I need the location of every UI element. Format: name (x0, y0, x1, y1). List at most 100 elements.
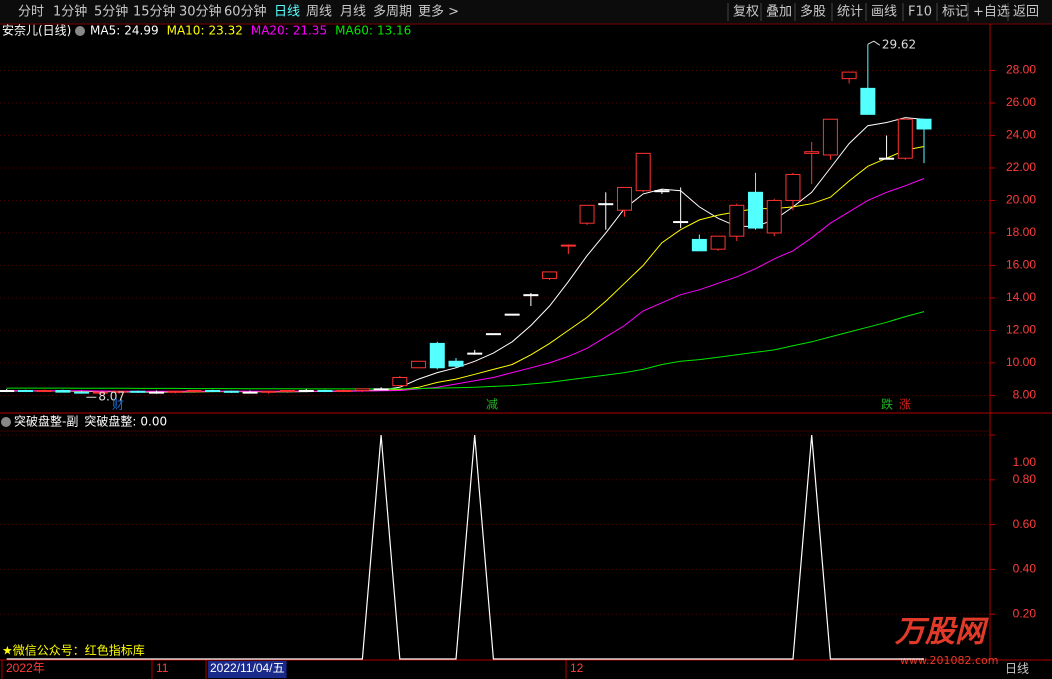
legend-name: MA5: (90, 24, 120, 38)
y-tick-label: 14.00 (1006, 290, 1036, 304)
candle-body (205, 390, 221, 393)
y-tick-label: 0.80 (1013, 472, 1037, 486)
candle-body (336, 390, 352, 393)
candle-body (822, 118, 838, 156)
candle-body (55, 390, 71, 393)
ma-line (6, 178, 925, 392)
period-tab[interactable]: 分时 (18, 5, 44, 20)
period-tab[interactable]: 周线 (306, 5, 332, 20)
candle-body (841, 71, 857, 80)
candle-body (804, 151, 820, 154)
period-tab[interactable]: 1分钟 (53, 4, 87, 20)
candle-body (223, 390, 239, 393)
y-tick-label: 28.00 (1006, 63, 1036, 77)
toolbar-button[interactable]: 画线 (871, 5, 897, 20)
legend-name: MA60: (335, 24, 373, 38)
candle-body (729, 204, 745, 237)
y-tick-label: 8.00 (1013, 388, 1037, 402)
toolbar-button[interactable]: 标记 (942, 5, 968, 20)
period-tab[interactable]: 30分钟 (179, 4, 222, 20)
x-axis-label: 12 (570, 661, 584, 675)
toolbar (0, 0, 1052, 24)
candle-body (635, 152, 651, 192)
y-tick-label: 22.00 (1006, 160, 1036, 174)
y-tick-label: 1.00 (1013, 455, 1037, 469)
candle-body (0, 390, 15, 393)
period-tab[interactable]: 多周期 (373, 4, 412, 20)
indicator-line (6, 434, 924, 660)
period-tab[interactable]: 月线 (340, 5, 366, 20)
candle-body (92, 391, 108, 394)
period-tab[interactable]: 日线 (274, 5, 300, 20)
y-tick-label: 0.60 (1013, 517, 1037, 531)
candle-body (654, 190, 670, 193)
legend-value: 23.32 (208, 24, 242, 38)
x-axis-label: 2022/11/04/五 (210, 661, 285, 675)
legend-value: 13.16 (377, 24, 411, 38)
footer-note: ★微信公众号：红色指标库 (2, 643, 145, 658)
y-tick-label: 20.00 (1006, 193, 1036, 207)
candle-body (298, 390, 314, 393)
toolbar-button[interactable]: 多股 (800, 4, 826, 20)
y-tick-label: 0.20 (1013, 606, 1037, 620)
candle-body (411, 360, 427, 369)
period-label: 日线 (1005, 662, 1029, 676)
max-label: 29.62 (882, 38, 916, 52)
y-tick-label: 18.00 (1006, 225, 1036, 239)
watermark-url: www.201082.com (900, 654, 998, 667)
toolbar-button[interactable]: F10 (908, 5, 932, 20)
period-tab[interactable]: 60分钟 (224, 4, 267, 20)
x-axis-label: 2022年 (6, 661, 45, 675)
ma-line (6, 311, 925, 390)
candle-body (130, 390, 146, 393)
period-tab[interactable]: 15分钟 (133, 4, 176, 20)
candle-body (579, 204, 595, 224)
settings-icon[interactable] (1, 417, 11, 427)
candle-body (523, 294, 539, 297)
candle-body (766, 199, 782, 234)
y-tick-label: 16.00 (1006, 258, 1036, 272)
candle-body (111, 390, 127, 393)
candle-body (448, 360, 464, 367)
candle-body (392, 377, 408, 387)
candle-body (673, 221, 689, 224)
candle-body (148, 391, 164, 394)
period-tab[interactable]: 5分钟 (94, 4, 128, 20)
candle-body (598, 203, 614, 206)
indicator-title: 突破盘整-副 (14, 414, 78, 429)
candle-body (261, 390, 277, 393)
candle-body (373, 388, 389, 391)
event-marker: 财 (112, 398, 124, 412)
x-axis-highlight (208, 661, 287, 678)
max-pointer (867, 40, 881, 46)
indicator-readout: 0.00 (140, 415, 167, 429)
candle-body (280, 390, 296, 393)
period-tab[interactable]: 更多 > (418, 4, 459, 20)
legend-name: MA10: (167, 24, 205, 38)
event-marker: 减 (486, 398, 498, 412)
candle-body (354, 388, 370, 392)
candle-body (467, 352, 483, 355)
toolbar-button[interactable]: 复权 (733, 4, 759, 20)
candle-body (504, 313, 520, 316)
y-tick-label: 26.00 (1006, 95, 1036, 109)
toolbar-button[interactable]: 返回 (1013, 5, 1039, 20)
candle-body (785, 173, 801, 201)
candle-body (879, 157, 895, 160)
legend-name: MA20: (251, 24, 289, 38)
toolbar-button[interactable]: 叠加 (766, 5, 792, 20)
event-marker: 跌 (881, 397, 893, 412)
candle-body (691, 238, 707, 252)
candle-body (186, 390, 202, 393)
toolbar-button[interactable]: 统计 (837, 5, 863, 20)
candle-body (897, 118, 913, 159)
candle-body (485, 333, 501, 336)
main-title: 安奈儿(日线) (2, 23, 71, 38)
toolbar-button[interactable]: +自选 (973, 5, 1010, 20)
candle-body (36, 390, 52, 393)
settings-icon[interactable] (75, 26, 85, 36)
legend-value: 21.35 (293, 24, 327, 38)
candle-body (616, 186, 632, 211)
